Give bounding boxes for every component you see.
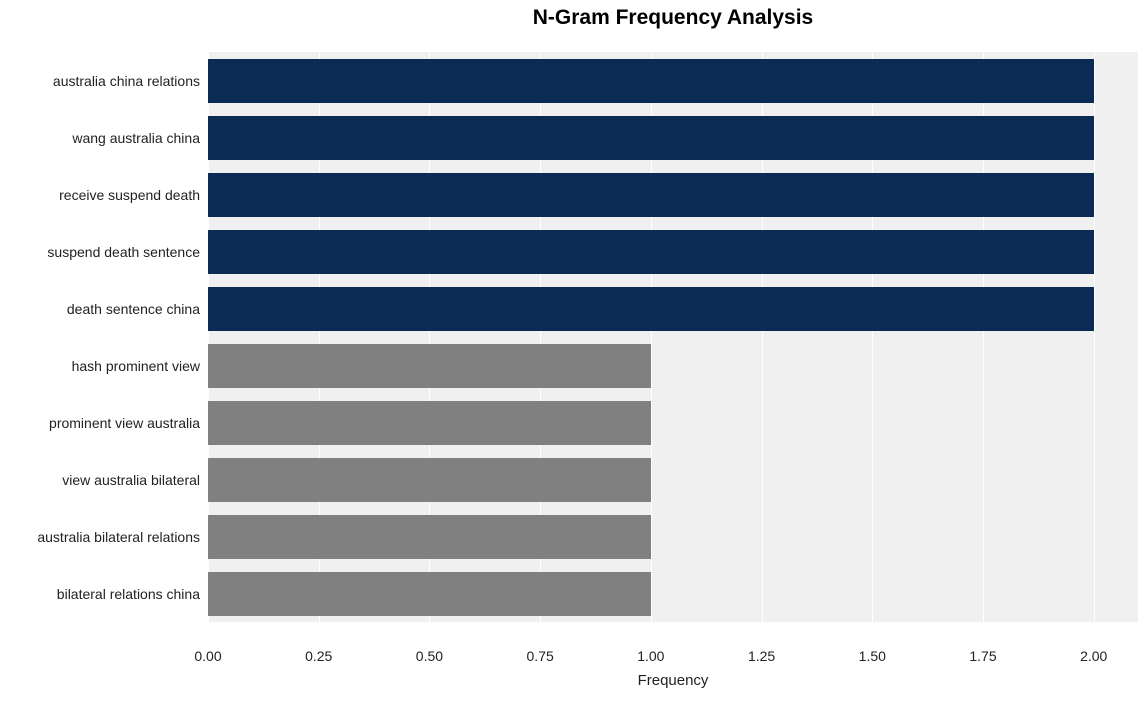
- x-tick-label: 1.50: [859, 648, 886, 664]
- y-tick-label: prominent view australia: [49, 415, 200, 431]
- bar: [208, 344, 651, 388]
- bar: [208, 230, 1094, 274]
- x-tick-label: 1.00: [637, 648, 664, 664]
- y-tick-label: bilateral relations china: [57, 586, 200, 602]
- bar: [208, 59, 1094, 103]
- bar: [208, 515, 651, 559]
- bar: [208, 287, 1094, 331]
- chart-title: N-Gram Frequency Analysis: [436, 6, 911, 30]
- x-axis-title: Frequency: [436, 672, 911, 689]
- bar: [208, 458, 651, 502]
- x-tick-label: 0.00: [194, 648, 221, 664]
- y-tick-label: hash prominent view: [72, 358, 200, 374]
- x-tick-label: 0.50: [416, 648, 443, 664]
- x-tick-label: 0.25: [305, 648, 332, 664]
- chart-container: N-Gram Frequency Analysis australia chin…: [0, 0, 1148, 701]
- gridline: [1094, 34, 1095, 640]
- x-tick-label: 1.25: [748, 648, 775, 664]
- y-tick-label: wang australia china: [72, 130, 200, 146]
- plot-area: [208, 34, 1138, 640]
- y-tick-label: australia bilateral relations: [37, 529, 200, 545]
- y-tick-label: receive suspend death: [59, 187, 200, 203]
- bar: [208, 401, 651, 445]
- y-tick-label: view australia bilateral: [62, 472, 200, 488]
- x-tick-label: 0.75: [527, 648, 554, 664]
- bar: [208, 572, 651, 616]
- y-tick-label: death sentence china: [67, 301, 200, 317]
- bar: [208, 173, 1094, 217]
- x-tick-label: 1.75: [969, 648, 996, 664]
- bar: [208, 116, 1094, 160]
- y-tick-label: australia china relations: [53, 73, 200, 89]
- y-tick-label: suspend death sentence: [47, 244, 200, 260]
- x-tick-label: 2.00: [1080, 648, 1107, 664]
